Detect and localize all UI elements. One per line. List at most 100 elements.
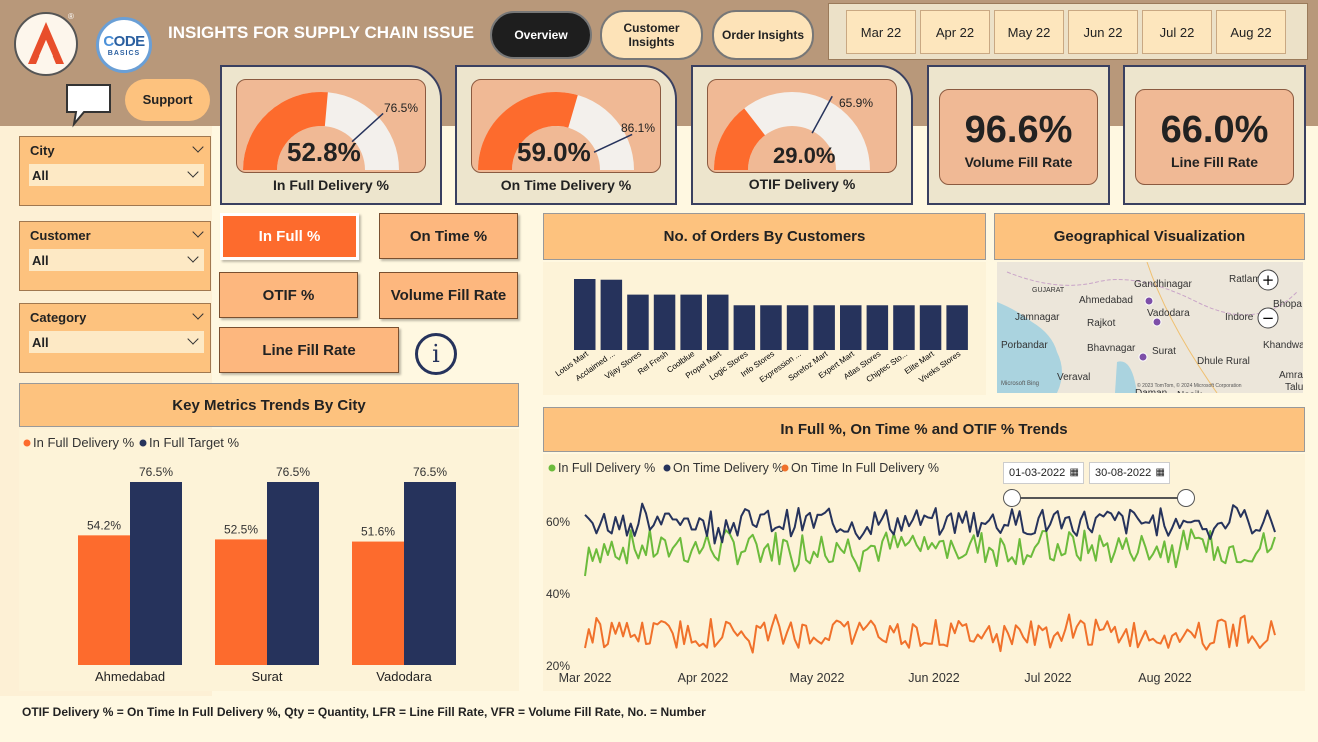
orders-bar[interactable]: [600, 279, 623, 350]
map-place-label: Vadodara: [1147, 308, 1190, 319]
orders-bar[interactable]: [574, 279, 596, 350]
orders-bar[interactable]: [707, 294, 729, 350]
trend-chart-panel: In Full Delivery % On Time Delivery % On T…: [543, 454, 1305, 691]
kpi-otif-value: 29.0%: [773, 143, 836, 168]
legend-marker: [23, 439, 31, 447]
month-button-aug-22[interactable]: Aug 22: [1216, 10, 1286, 54]
city-filter[interactable]: City All: [19, 136, 211, 206]
city-filter-label: City: [30, 143, 55, 158]
map-place-label: Porbandar: [1001, 340, 1048, 351]
category-filter-value[interactable]: All: [29, 331, 204, 353]
nav-overview-button[interactable]: Overview: [490, 11, 592, 59]
date-slider-start-handle[interactable]: [1003, 489, 1021, 507]
legend-label: On Time Delivery %: [673, 461, 783, 475]
orders-bar[interactable]: [786, 305, 809, 350]
city-bar[interactable]: [215, 539, 267, 665]
orders-bar[interactable]: [760, 305, 782, 350]
page-title: INSIGHTS FOR SUPPLY CHAIN ISSUE: [168, 23, 475, 42]
trademark-symbol: ®: [68, 12, 74, 21]
map-place-label: Veraval: [1057, 372, 1090, 383]
line-fill-rate-card: 66.0% Line Fill Rate: [1123, 65, 1306, 205]
volume-fill-rate-panel: 96.6% Volume Fill Rate: [939, 89, 1098, 185]
category-filter[interactable]: Category All: [19, 303, 211, 373]
date-slider-end-handle[interactable]: [1177, 489, 1195, 507]
support-button[interactable]: Support: [125, 79, 210, 121]
nav-order-insights-button[interactable]: Order Insights: [712, 10, 814, 60]
city-bar[interactable]: [78, 535, 130, 665]
month-button-jul-22[interactable]: Jul 22: [1142, 10, 1212, 54]
otif-button[interactable]: OTIF %: [219, 272, 358, 318]
map-place-label: Talu: [1285, 382, 1303, 393]
gauge-fill: [714, 108, 766, 170]
kpi-on-time-value: 59.0%: [517, 137, 591, 167]
zoom-out-icon[interactable]: −: [1257, 307, 1279, 329]
city-bar[interactable]: [267, 482, 319, 665]
city-filter-value[interactable]: All: [29, 164, 204, 186]
legend-label: On Time In Full Delivery %: [791, 461, 939, 475]
kpi-gauge-panel: [707, 79, 897, 173]
orders-bar[interactable]: [680, 294, 702, 350]
trend-chart-title: In Full %, On Time % and OTIF % Trends: [543, 407, 1305, 452]
category-filter-label: Category: [30, 310, 87, 325]
city-data-label: 51.6%: [361, 525, 395, 539]
orders-bar[interactable]: [946, 305, 968, 350]
map-marker[interactable]: [1138, 352, 1148, 362]
chat-icon[interactable]: [64, 82, 114, 128]
orders-bar[interactable]: [813, 305, 835, 350]
city-bar[interactable]: [130, 482, 182, 665]
map-place-label: Surat: [1152, 346, 1176, 357]
map-marker[interactable]: [1152, 317, 1162, 327]
gauge-fill: [478, 91, 578, 170]
orders-bar[interactable]: [840, 305, 862, 350]
on-time-button[interactable]: On Time %: [379, 213, 518, 259]
orders-bar[interactable]: [919, 305, 942, 350]
month-button-apr-22[interactable]: Apr 22: [920, 10, 990, 54]
city-chart-panel: In Full Delivery % In Full Target % 54.2% 7…: [19, 429, 519, 691]
city-bar[interactable]: [404, 482, 456, 665]
map-canvas: Gandhinagar Ratlam Ahmedabad Bhopa GUJARAT Ja…: [997, 262, 1303, 393]
date-slider-track[interactable]: [1012, 497, 1186, 499]
in-full-button[interactable]: In Full %: [220, 213, 359, 260]
kpi-gauge-panel: [236, 79, 426, 173]
kpi-otif-card: 29.0% 65.9% OTIF Delivery %: [691, 65, 913, 205]
kpi-gauge: [243, 91, 399, 170]
trend-series-line[interactable]: [584, 613, 1276, 654]
gauge-target-marker: [351, 112, 384, 143]
kpi-gauge: [714, 92, 870, 170]
date-to-input[interactable]: 30-08-2022 ▦: [1089, 462, 1170, 484]
customer-filter[interactable]: Customer All: [19, 221, 211, 291]
volume-fill-rate-button[interactable]: Volume Fill Rate: [379, 272, 518, 319]
trend-y-tick: 40%: [546, 587, 570, 601]
orders-bar[interactable]: [893, 305, 915, 350]
city-data-label: 54.2%: [87, 518, 121, 532]
month-button-may-22[interactable]: May 22: [994, 10, 1064, 54]
orders-chart-title: No. of Orders By Customers: [543, 213, 986, 260]
kpi-on-time-label: On Time Delivery %: [500, 177, 632, 193]
city-bar[interactable]: [352, 541, 404, 665]
orders-bar[interactable]: [627, 294, 649, 350]
legend-label: In Full Delivery %: [558, 461, 655, 475]
orders-bar[interactable]: [866, 305, 889, 350]
orders-bar[interactable]: [653, 294, 676, 350]
nav-customer-insights-button[interactable]: Customer Insights: [600, 10, 703, 60]
date-from-input[interactable]: 01-03-2022 ▦: [1003, 462, 1084, 484]
geo-map[interactable]: Gandhinagar Ratlam Ahmedabad Bhopa GUJARAT Ja…: [997, 262, 1303, 393]
month-button-jun-22[interactable]: Jun 22: [1068, 10, 1138, 54]
map-sea: [997, 302, 1062, 393]
orders-bar[interactable]: [733, 305, 756, 350]
customer-filter-value[interactable]: All: [29, 249, 204, 271]
customer-filter-label: Customer: [30, 228, 91, 243]
trend-series-line[interactable]: [584, 528, 1276, 577]
kpi-in-full-label: In Full Delivery %: [273, 177, 389, 193]
trend-series-line[interactable]: [584, 502, 1276, 545]
footer-note: OTIF Delivery % = On Time In Full Delive…: [22, 705, 706, 719]
volume-fill-rate-card: 96.6% Volume Fill Rate: [927, 65, 1110, 205]
zoom-in-icon[interactable]: +: [1257, 269, 1279, 291]
volume-fill-rate-label: Volume Fill Rate: [964, 154, 1073, 170]
map-marker[interactable]: [1144, 296, 1154, 306]
month-button-mar-22[interactable]: Mar 22: [846, 10, 916, 54]
info-icon[interactable]: i: [415, 333, 457, 375]
city-tick-label: Vadodara: [376, 669, 432, 684]
line-fill-rate-button[interactable]: Line Fill Rate: [219, 327, 399, 373]
